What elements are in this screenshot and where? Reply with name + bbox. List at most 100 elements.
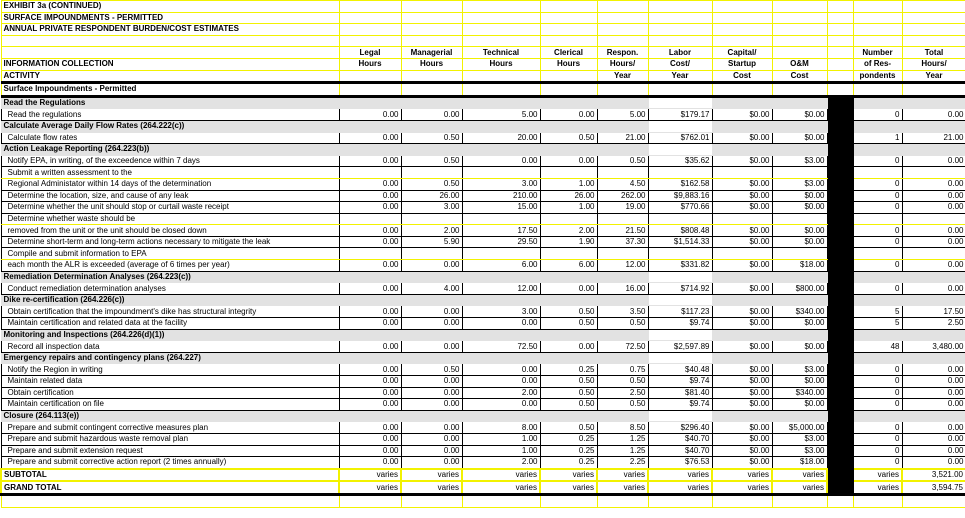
value-cell[interactable]: 16.00 — [596, 282, 649, 295]
value-cell[interactable]: 5 — [852, 317, 903, 330]
value-cell[interactable]: $0.00 — [711, 259, 773, 272]
value-cell[interactable]: $76.53 — [647, 456, 713, 470]
value-cell[interactable]: 262.00 — [596, 189, 649, 203]
value-cell[interactable]: 0.00 — [901, 282, 965, 295]
value-cell[interactable]: 0.00 — [400, 317, 463, 330]
value-cell[interactable]: 0.00 — [901, 456, 965, 470]
value-cell[interactable]: $0.00 — [711, 108, 773, 121]
value-cell[interactable]: 1.00 — [461, 444, 541, 458]
value-cell[interactable]: 0.00 — [400, 386, 463, 400]
value-cell[interactable]: 0.00 — [400, 444, 463, 458]
value-cell[interactable]: 0.00 — [461, 317, 541, 330]
value-cell[interactable]: 0 — [852, 444, 903, 458]
value-cell[interactable]: $0.00 — [711, 235, 773, 249]
value-cell[interactable]: 0.50 — [400, 177, 463, 191]
value-cell[interactable]: 20.00 — [461, 131, 541, 145]
total-value[interactable]: varies — [400, 467, 463, 483]
value-cell[interactable]: 0.00 — [338, 201, 402, 214]
value-cell[interactable]: $9,883.16 — [647, 189, 713, 203]
value-cell[interactable]: $0.00 — [711, 386, 773, 400]
value-cell[interactable]: 19.00 — [596, 201, 649, 214]
value-cell[interactable]: 3,480.00 — [901, 340, 965, 353]
value-cell[interactable]: 0 — [852, 154, 903, 168]
value-cell[interactable]: 0.50 — [596, 375, 649, 388]
value-cell[interactable]: $0.00 — [771, 235, 828, 249]
value-cell[interactable]: 0.00 — [901, 189, 965, 203]
value-cell[interactable]: 8.00 — [461, 421, 541, 434]
value-cell[interactable]: 0 — [852, 363, 903, 376]
value-cell[interactable]: 0.00 — [338, 398, 402, 411]
value-cell[interactable]: 0.00 — [400, 305, 463, 319]
value-cell[interactable]: 2.00 — [461, 456, 541, 470]
value-cell[interactable]: 6.00 — [461, 259, 541, 272]
value-cell[interactable]: 0.50 — [539, 305, 598, 319]
value-cell[interactable]: 72.50 — [461, 340, 541, 353]
value-cell[interactable]: 5.00 — [461, 108, 541, 121]
value-cell[interactable]: 17.50 — [461, 224, 541, 237]
value-cell[interactable]: 0.50 — [400, 131, 463, 145]
value-cell[interactable]: $40.70 — [647, 432, 713, 446]
value-cell[interactable]: 0.00 — [539, 154, 598, 168]
value-cell[interactable]: $762.01 — [647, 131, 713, 145]
value-cell[interactable]: $0.00 — [771, 398, 828, 411]
value-cell[interactable]: 0.00 — [338, 375, 402, 388]
value-cell[interactable]: 0.00 — [461, 375, 541, 388]
value-cell[interactable]: 0.25 — [539, 444, 598, 458]
value-cell[interactable]: $81.40 — [647, 386, 713, 400]
value-cell[interactable]: $40.48 — [647, 363, 713, 376]
value-cell[interactable]: 0.00 — [901, 235, 965, 249]
value-cell[interactable]: 26.00 — [400, 189, 463, 203]
value-cell[interactable]: 0.00 — [338, 305, 402, 319]
value-cell[interactable]: 0.00 — [539, 340, 598, 353]
value-cell[interactable]: 0.00 — [338, 154, 402, 168]
value-cell[interactable]: $0.00 — [771, 375, 828, 388]
value-cell[interactable]: 0.50 — [539, 131, 598, 145]
value-cell[interactable]: $0.00 — [711, 363, 773, 376]
value-cell[interactable]: 0.00 — [338, 108, 402, 121]
value-cell[interactable]: 0 — [852, 456, 903, 470]
value-cell[interactable]: 0.00 — [901, 386, 965, 400]
value-cell[interactable]: 0.00 — [901, 154, 965, 168]
value-cell[interactable]: 0.00 — [338, 235, 402, 249]
value-cell[interactable]: $0.00 — [771, 108, 828, 121]
value-cell[interactable]: 0.50 — [539, 386, 598, 400]
value-cell[interactable]: 0.75 — [596, 363, 649, 376]
value-cell[interactable]: $0.00 — [711, 154, 773, 168]
value-cell[interactable]: 29.50 — [461, 235, 541, 249]
value-cell[interactable]: 2.25 — [596, 456, 649, 470]
value-cell[interactable]: 0.50 — [539, 421, 598, 434]
total-value[interactable]: 3,594.75 — [901, 480, 965, 496]
value-cell[interactable]: 0.00 — [400, 421, 463, 434]
value-cell[interactable]: 21.50 — [596, 224, 649, 237]
value-cell[interactable]: 0.25 — [539, 432, 598, 446]
value-cell[interactable]: 0 — [852, 177, 903, 191]
value-cell[interactable]: 0 — [852, 375, 903, 388]
value-cell[interactable]: 0.00 — [338, 282, 402, 295]
value-cell[interactable]: 1 — [852, 131, 903, 145]
value-cell[interactable]: 0.25 — [539, 363, 598, 376]
value-cell[interactable]: 0.00 — [338, 340, 402, 353]
value-cell[interactable]: 0.00 — [400, 375, 463, 388]
total-value[interactable]: varies — [461, 480, 541, 496]
value-cell[interactable]: 48 — [852, 340, 903, 353]
value-cell[interactable]: 0.00 — [338, 421, 402, 434]
value-cell[interactable]: 0.00 — [400, 398, 463, 411]
value-cell[interactable]: 2.00 — [461, 386, 541, 400]
value-cell[interactable]: 0 — [852, 189, 903, 203]
value-cell[interactable]: $331.82 — [647, 259, 713, 272]
value-cell[interactable]: $117.23 — [647, 305, 713, 319]
value-cell[interactable]: $9.74 — [647, 317, 713, 330]
value-cell[interactable]: $0.00 — [711, 201, 773, 214]
value-cell[interactable]: 37.30 — [596, 235, 649, 249]
value-cell[interactable]: $0.00 — [711, 305, 773, 319]
value-cell[interactable]: 0.00 — [901, 432, 965, 446]
value-cell[interactable]: 5.00 — [596, 108, 649, 121]
value-cell[interactable]: $0.00 — [711, 421, 773, 434]
value-cell[interactable]: 1.25 — [596, 444, 649, 458]
value-cell[interactable]: 0.00 — [338, 386, 402, 400]
value-cell[interactable]: 21.00 — [596, 131, 649, 145]
value-cell[interactable]: $808.48 — [647, 224, 713, 237]
total-value[interactable]: varies — [400, 480, 463, 496]
value-cell[interactable]: $9.74 — [647, 375, 713, 388]
value-cell[interactable]: 1.00 — [461, 432, 541, 446]
